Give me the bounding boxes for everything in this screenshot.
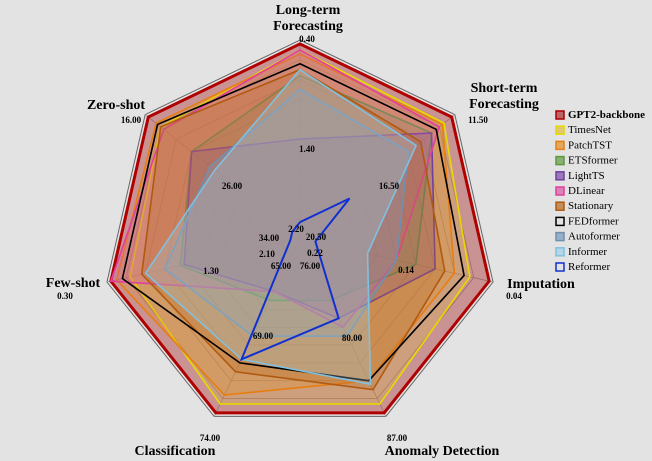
legend-label: TimesNet	[568, 124, 611, 136]
series-polygon-autoformer	[163, 88, 410, 337]
outer-tick-label: 0.04	[506, 291, 522, 301]
grid-ring	[222, 158, 378, 310]
inner-tick-label: 0.14	[398, 265, 414, 275]
legend-label: Autoformer	[568, 231, 620, 243]
inner-tick-label: 26.00	[222, 181, 243, 191]
axis-spoke	[144, 114, 301, 239]
series-polygon-lightts	[183, 132, 436, 320]
legend-label: Stationary	[568, 200, 614, 212]
grid-ring	[106, 39, 494, 417]
series-polygon-gpt2-backbone	[109, 42, 491, 415]
axis-spoke	[299, 114, 456, 239]
axis-title: Classification	[135, 444, 216, 459]
center-label: 2.10	[259, 249, 275, 259]
series-polygon-reformer	[239, 197, 351, 362]
center-label: 34.00	[259, 233, 280, 243]
legend-swatch	[555, 262, 565, 272]
legend-swatch	[555, 125, 565, 135]
legend-swatch	[555, 110, 565, 120]
outer-tick-label: 11.50	[468, 115, 488, 125]
legend-label: LightTS	[568, 170, 605, 182]
outer-tick-label: 16.00	[121, 115, 142, 125]
axis-title: Zero-shot	[87, 98, 145, 113]
grid-ring	[164, 98, 436, 364]
center-label: 76.00	[300, 261, 321, 271]
legend-label: ETSformer	[568, 155, 618, 167]
center-label: 20.50	[306, 232, 327, 242]
inner-tick-label: 16.50	[379, 181, 400, 191]
grid-ring	[280, 217, 320, 257]
legend-label: Reformer	[568, 261, 610, 273]
center-label: 2.20	[288, 224, 304, 234]
outer-tick-label: 87.00	[387, 433, 408, 443]
legend-label: Informer	[568, 246, 607, 258]
axis-spoke	[106, 237, 301, 283]
legend-label: GPT2-backbone	[568, 109, 645, 121]
series-polygon-informer	[144, 68, 418, 386]
axis-title: Few-shot	[46, 276, 101, 291]
series-polygon-dlinear	[109, 48, 441, 329]
ring-labels: 1.40 0.40 16.50 11.50 0.14 0.04 80.00 87.00 69.0…	[57, 34, 522, 443]
axis-title: Anomaly Detection	[385, 444, 500, 459]
inner-tick-label: 1.30	[203, 266, 219, 276]
series-polygon-patchtst	[115, 52, 456, 396]
outer-tick-label: 0.30	[57, 291, 73, 301]
axis-title: Long-term	[276, 3, 341, 18]
center-label: 0.22	[307, 248, 323, 258]
inner-tick-label: 80.00	[342, 333, 363, 343]
outer-tick-label: 74.00	[200, 433, 221, 443]
legend-swatch	[555, 186, 565, 196]
grid-ring	[241, 178, 359, 292]
legend-swatch	[555, 155, 565, 166]
legend-swatch	[555, 201, 565, 211]
legend-label: PatchTST	[568, 139, 612, 151]
axis-spoke	[213, 237, 301, 417]
axis-titles: Long-termForecastingShort-termForecastin…	[46, 3, 575, 459]
legend-swatch	[555, 231, 565, 242]
legend: GPT2-backbone TimesNet PatchTST ETSformer Li…	[555, 109, 645, 273]
legend-swatch	[555, 140, 565, 151]
legend-swatch	[555, 171, 565, 181]
legend-swatch	[555, 247, 565, 257]
legend-label: FEDformer	[568, 215, 619, 227]
axis-title: Forecasting	[469, 97, 539, 112]
inner-tick-label: 69.00	[253, 331, 274, 341]
center-label: 65.00	[271, 261, 292, 271]
grid-ring	[203, 138, 397, 328]
series-polygons	[109, 42, 491, 415]
outer-tick-label: 0.40	[299, 34, 315, 44]
axis-title: Forecasting	[273, 19, 343, 34]
axis-title: Imputation	[507, 277, 575, 292]
axis-title: Short-term	[471, 81, 538, 96]
legend-swatch	[555, 216, 565, 227]
inner-tick-label: 1.40	[299, 144, 315, 154]
legend-label: DLinear	[568, 185, 605, 197]
